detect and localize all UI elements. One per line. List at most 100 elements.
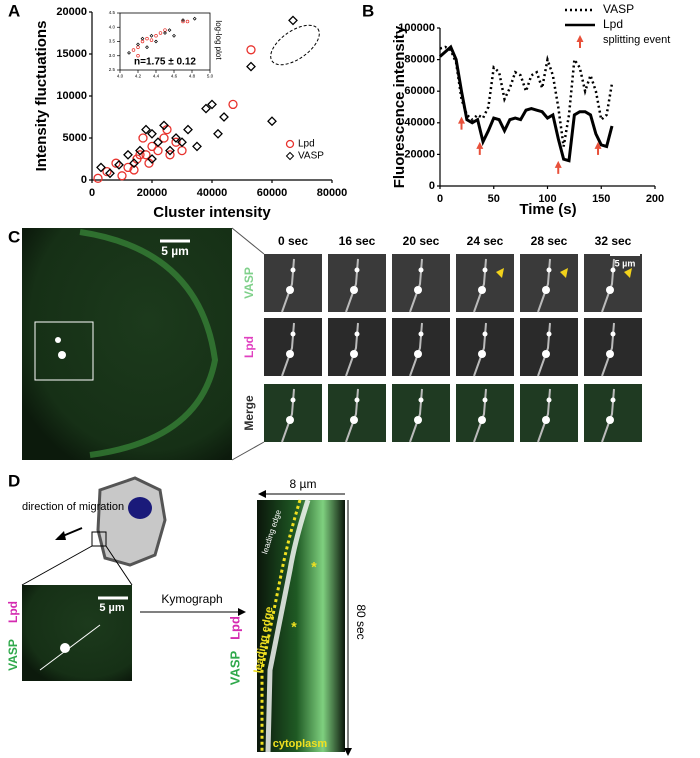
x-tick-label: 0 <box>89 187 95 199</box>
x-tick-label: 4.6 <box>171 74 178 79</box>
x-tick-label: 50 <box>488 193 500 205</box>
stain-label: VASP <box>227 650 242 685</box>
arrowhead <box>344 748 352 756</box>
point <box>93 173 103 183</box>
row-label: Merge <box>242 395 256 431</box>
cluster <box>606 416 614 424</box>
point <box>102 166 112 177</box>
cluster-trail <box>409 258 423 313</box>
cluster <box>286 350 294 358</box>
kymo-signal <box>265 499 311 753</box>
kymo-line <box>39 624 101 671</box>
panel-label: C <box>8 227 20 246</box>
time-label: 32 sec <box>595 234 632 248</box>
cluster <box>286 416 294 424</box>
cluster <box>542 286 550 294</box>
point <box>246 45 256 55</box>
cluster-trail <box>345 258 359 313</box>
zoom-line <box>231 441 265 461</box>
point <box>192 141 202 152</box>
scale-label: 5 µm <box>615 258 636 268</box>
stain-label: Lpd <box>227 616 242 640</box>
point <box>127 51 131 55</box>
arrowhead <box>55 531 66 540</box>
y-tick-label: 20000 <box>56 6 87 18</box>
y-tick-label: 4.5 <box>109 10 116 15</box>
point <box>140 36 145 41</box>
cluster <box>414 350 422 358</box>
x-tick-label: 0 <box>437 193 443 205</box>
point <box>123 149 133 160</box>
y-tick-label: 3.5 <box>109 39 116 44</box>
cluster-trail <box>281 258 295 313</box>
point <box>201 103 211 114</box>
scale-label: 5 µm <box>99 602 125 614</box>
legend-label: Lpd <box>603 17 623 31</box>
cluster <box>60 643 70 653</box>
arrowhead <box>258 490 266 498</box>
point <box>159 120 169 131</box>
x-tick-label: 4.0 <box>117 74 124 79</box>
x-tick-label: 100 <box>538 193 556 205</box>
roi-box <box>34 321 94 381</box>
cluster <box>610 267 616 273</box>
point <box>181 18 185 23</box>
point <box>147 128 157 139</box>
point <box>165 150 175 160</box>
point <box>213 128 223 139</box>
event-arrow-head <box>594 141 602 149</box>
line <box>439 44 614 163</box>
cluster <box>418 331 424 337</box>
legend-marker <box>285 151 295 161</box>
y-tick-label: 0 <box>81 174 87 186</box>
time-label: 16 sec <box>339 234 376 248</box>
x-tick-label: 20000 <box>137 187 168 199</box>
cluster <box>290 397 296 403</box>
point <box>147 141 157 152</box>
legend-arrow-head <box>576 35 584 42</box>
point <box>135 145 145 156</box>
time-label: 20 sec <box>403 234 440 248</box>
cluster <box>610 397 616 403</box>
nucleus <box>128 497 152 519</box>
cluster-trail <box>281 322 295 377</box>
panel-label: D <box>8 471 20 490</box>
star: * <box>311 559 317 575</box>
y-tick-label: 40000 <box>404 117 435 129</box>
point <box>138 133 148 143</box>
point <box>154 39 158 44</box>
cluster <box>418 397 424 403</box>
point <box>111 158 121 168</box>
cluster-trail <box>537 258 551 313</box>
event-arrow-head <box>458 116 465 124</box>
cluster-trail <box>345 388 359 443</box>
cluster-trail <box>409 388 423 443</box>
point <box>129 165 139 175</box>
point <box>117 171 127 181</box>
cluster-trail <box>473 322 487 377</box>
cluster <box>414 416 422 424</box>
point <box>136 53 140 58</box>
zoom-line <box>21 545 93 586</box>
cluster <box>606 286 614 294</box>
zoom-line <box>105 545 133 586</box>
cluster <box>542 350 550 358</box>
cell-schematic <box>96 476 167 567</box>
highlight-ellipse <box>270 24 320 66</box>
direction-label: direction of migration <box>22 501 124 513</box>
cluster <box>418 267 424 273</box>
cluster <box>354 267 360 273</box>
cluster <box>350 286 358 294</box>
cluster <box>290 267 296 273</box>
cluster <box>482 331 488 337</box>
cluster <box>542 416 550 424</box>
inset-frame <box>119 12 211 71</box>
y-axis-title: Intensity fluctuations <box>33 21 50 172</box>
cluster <box>55 337 61 343</box>
point <box>129 158 139 169</box>
point <box>131 48 136 52</box>
x-axis-title: Time (s) <box>519 201 576 218</box>
time-label: 0 sec <box>278 234 308 248</box>
cluster <box>290 331 296 337</box>
